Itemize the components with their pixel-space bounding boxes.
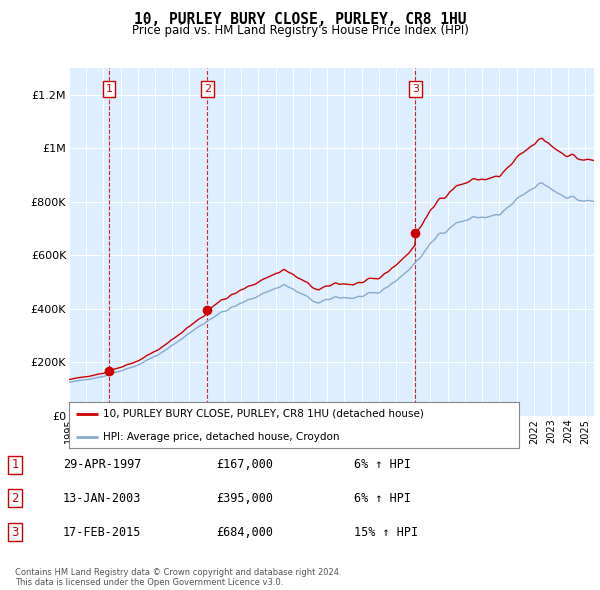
Text: £167,000: £167,000 [216,458,273,471]
Text: Contains HM Land Registry data © Crown copyright and database right 2024.
This d: Contains HM Land Registry data © Crown c… [15,568,341,588]
Text: 3: 3 [11,526,19,539]
Text: 1: 1 [11,458,19,471]
Text: Price paid vs. HM Land Registry's House Price Index (HPI): Price paid vs. HM Land Registry's House … [131,24,469,37]
Text: 2: 2 [11,491,19,504]
Text: 29-APR-1997: 29-APR-1997 [63,458,142,471]
Text: 6% ↑ HPI: 6% ↑ HPI [354,491,411,504]
Text: 10, PURLEY BURY CLOSE, PURLEY, CR8 1HU: 10, PURLEY BURY CLOSE, PURLEY, CR8 1HU [134,12,466,27]
Text: 15% ↑ HPI: 15% ↑ HPI [354,526,418,539]
Text: £395,000: £395,000 [216,491,273,504]
Text: 6% ↑ HPI: 6% ↑ HPI [354,458,411,471]
Text: 13-JAN-2003: 13-JAN-2003 [63,491,142,504]
Text: 3: 3 [412,84,419,94]
Text: 2: 2 [204,84,211,94]
Text: 17-FEB-2015: 17-FEB-2015 [63,526,142,539]
Text: HPI: Average price, detached house, Croydon: HPI: Average price, detached house, Croy… [103,431,339,441]
Text: £684,000: £684,000 [216,526,273,539]
Text: 1: 1 [106,84,113,94]
Text: 10, PURLEY BURY CLOSE, PURLEY, CR8 1HU (detached house): 10, PURLEY BURY CLOSE, PURLEY, CR8 1HU (… [103,408,424,418]
